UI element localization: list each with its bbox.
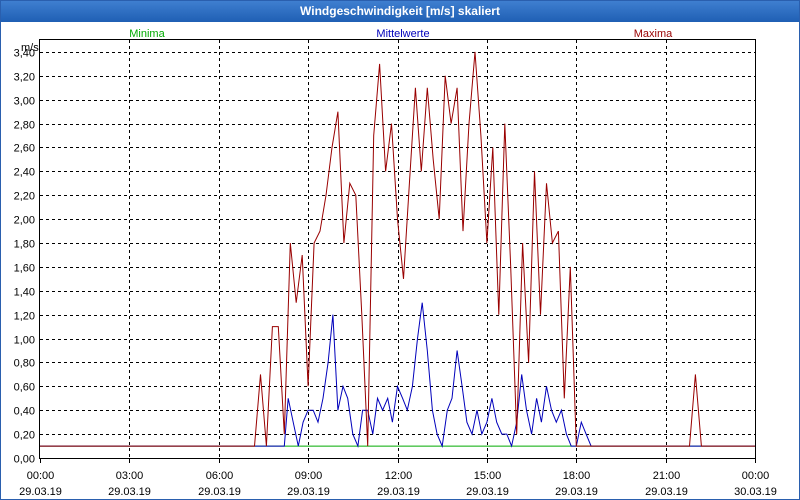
y-tick-label: 0,60	[14, 382, 35, 394]
x-tick-time: 06:00	[206, 470, 234, 482]
x-tick-time: 09:00	[295, 470, 323, 482]
series-maxima-line	[40, 51, 755, 447]
x-tick-date: 29.03.19	[466, 486, 509, 498]
y-tick-label: 3,00	[14, 96, 35, 108]
x-tick-date: 29.03.19	[555, 486, 598, 498]
y-tick-label: 1,00	[14, 335, 35, 347]
legend-minima: Minima	[129, 28, 165, 40]
x-tick-time: 21:00	[653, 470, 681, 482]
x-tick-date: 29.03.19	[645, 486, 688, 498]
x-axis-ticks: 00:00 29.03.19 03:00 29.03.19 06:00 29.03.19 0…	[19, 458, 777, 498]
y-tick-label: 0,40	[14, 406, 35, 418]
x-tick-time: 12:00	[385, 470, 413, 482]
y-tick-label: 0,00	[14, 454, 35, 466]
x-tick-date: 29.03.19	[287, 486, 330, 498]
x-tick-time: 00:00	[27, 470, 55, 482]
y-tick-label: 1,60	[14, 263, 35, 275]
y-tick-label: 0,20	[14, 430, 35, 442]
x-tick-date: 29.03.19	[19, 486, 62, 498]
y-tick-label: 3,20	[14, 72, 35, 84]
series-group	[40, 51, 755, 448]
y-tick-label: 2,20	[14, 191, 35, 203]
legend-maxima: Maxima	[634, 28, 673, 40]
y-tick-label: 0,80	[14, 358, 35, 370]
x-tick-date: 29.03.19	[377, 486, 420, 498]
y-tick-label: 2,40	[14, 167, 35, 179]
y-tick-label: 2,60	[14, 143, 35, 155]
x-tick-time: 18:00	[563, 470, 591, 482]
grid	[40, 40, 755, 458]
x-tick-date: 29.03.19	[198, 486, 241, 498]
y-tick-label: 1,40	[14, 287, 35, 299]
plot-area	[39, 39, 756, 459]
x-tick-time: 15:00	[474, 470, 502, 482]
window-title: Windgeschwindigkeit [m/s] skaliert	[1, 1, 799, 22]
y-tick-label: 2,00	[14, 215, 35, 227]
y-axis-label: m/s	[21, 42, 39, 54]
y-axis-ticks: 0,00 0,20 0,40 0,60 0,80 1,00 1,20 1,40 1,60 1,80…	[14, 48, 35, 466]
x-tick-date: 29.03.19	[108, 486, 151, 498]
x-tick-time: 00:00	[742, 470, 770, 482]
series-mittelwerte-line	[40, 302, 755, 448]
y-tick-label: 1,80	[14, 239, 35, 251]
y-tick-label: 3,40	[14, 48, 35, 60]
x-tick-date: 30.03.19	[734, 486, 777, 498]
y-tick-label: 1,20	[14, 311, 35, 323]
y-tick-label: 2,80	[14, 120, 35, 132]
legend-mittelwerte: Mittelwerte	[376, 28, 429, 40]
x-tick-time: 03:00	[116, 470, 144, 482]
